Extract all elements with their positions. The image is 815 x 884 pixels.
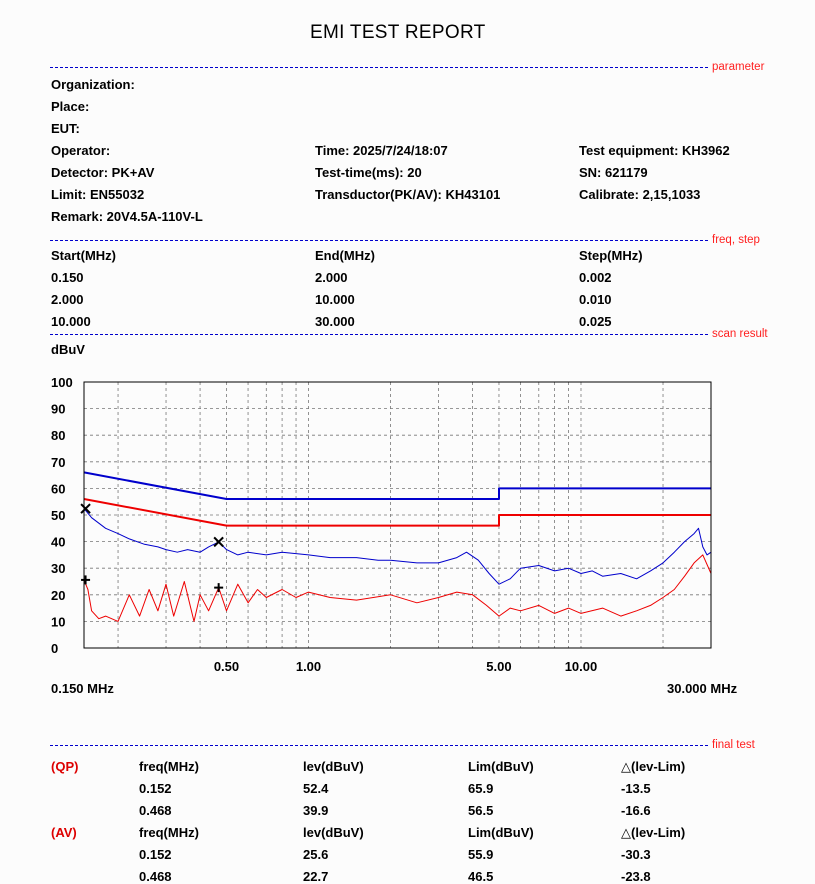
y-tick-label: 0 xyxy=(51,641,58,656)
limit-line xyxy=(83,471,711,500)
detector-label: Detector: PK+AV xyxy=(51,165,155,180)
calibrate-label: Calibrate: 2,15,1033 xyxy=(579,187,701,202)
qp-header-delta: △(lev-Lim) xyxy=(621,759,686,774)
freq-header-end: End(MHz) xyxy=(315,248,375,263)
x-tick-label: 10.00 xyxy=(565,659,598,674)
freq-cell: 0.010 xyxy=(579,292,612,307)
scan-result-section-label: scan result xyxy=(712,328,768,340)
plot-frame xyxy=(83,381,712,649)
av-header-lim: Lim(dBuV) xyxy=(468,825,534,840)
av-tag: (AV) xyxy=(51,825,77,840)
limit-line xyxy=(83,498,711,527)
x-tick-label: 0.50 xyxy=(214,659,239,674)
freq-cell: 30.000 xyxy=(315,314,355,329)
av-header-delta: △(lev-Lim) xyxy=(621,825,686,840)
freq-cell: 2.000 xyxy=(51,292,84,307)
av-cell: 55.9 xyxy=(468,847,494,862)
qp-cell: 52.4 xyxy=(303,781,329,796)
qp-header-lim: Lim(dBuV) xyxy=(468,759,534,774)
freq-cell: 2.000 xyxy=(315,270,348,285)
scan-result-divider xyxy=(50,334,708,335)
operator-label: Operator: xyxy=(51,143,111,158)
x-start-label: 0.150 MHz xyxy=(51,681,114,696)
marker-stroke xyxy=(213,536,224,548)
y-tick-label: 90 xyxy=(51,402,65,417)
qp-cell: 0.468 xyxy=(139,803,172,818)
x-tick-label: 1.00 xyxy=(296,659,321,674)
av-peak-marker xyxy=(81,575,91,585)
av-cell: 0.152 xyxy=(139,847,172,862)
y-tick-label: 70 xyxy=(51,455,65,470)
y-tick-label: 30 xyxy=(51,561,65,576)
av-header-lev: lev(dBuV) xyxy=(303,825,364,840)
y-tick-label: 80 xyxy=(51,428,65,443)
y-axis-unit: dBuV xyxy=(51,342,85,357)
qp-header-freq: freq(MHz) xyxy=(139,759,199,774)
sn-label: SN: 621179 xyxy=(579,165,648,180)
place-label: Place: xyxy=(51,99,90,114)
qp-peak-marker xyxy=(213,536,224,548)
y-tick-label: 100 xyxy=(51,375,73,390)
freq-cell: 0.002 xyxy=(579,270,612,285)
qp-cell: -16.6 xyxy=(621,803,651,818)
av-header-freq: freq(MHz) xyxy=(139,825,199,840)
freq-step-section-label: freq, step xyxy=(712,234,760,246)
av-cell: 25.6 xyxy=(303,847,329,862)
freq-cell: 10.000 xyxy=(315,292,355,307)
freq-cell: 10.000 xyxy=(51,314,91,329)
y-tick-label: 20 xyxy=(51,588,65,603)
transductor-label: Transductor(PK/AV): KH43101 xyxy=(315,187,501,202)
av-cell: -30.3 xyxy=(621,847,651,862)
freq-step-divider xyxy=(50,240,708,241)
measurement-trace xyxy=(83,508,712,585)
organization-label: Organization: xyxy=(51,77,135,92)
measurement-trace xyxy=(83,554,712,622)
final-test-section-label: final test xyxy=(712,739,755,751)
qp-cell: 56.5 xyxy=(468,803,494,818)
freq-header-start: Start(MHz) xyxy=(51,248,116,263)
y-tick-label: 10 xyxy=(51,614,65,629)
qp-header-lev: lev(dBuV) xyxy=(303,759,364,774)
y-tick-label: 60 xyxy=(51,481,65,496)
av-peak-marker xyxy=(214,583,224,593)
freq-header-step: Step(MHz) xyxy=(579,248,643,263)
x-tick-label: 5.00 xyxy=(486,659,511,674)
y-tick-label: 50 xyxy=(51,508,65,523)
y-tick-label: 40 xyxy=(51,535,65,550)
freq-cell: 0.150 xyxy=(51,270,84,285)
parameter-divider xyxy=(50,67,708,68)
qp-cell: 0.152 xyxy=(139,781,172,796)
qp-cell: -13.5 xyxy=(621,781,651,796)
eut-label: EUT: xyxy=(51,121,80,136)
remark-label: Remark: 20V4.5A-110V-L xyxy=(51,209,203,224)
qp-cell: 65.9 xyxy=(468,781,494,796)
x-end-label: 30.000 MHz xyxy=(667,681,738,696)
qp-tag: (QP) xyxy=(51,759,79,774)
report-title: EMI TEST REPORT xyxy=(310,22,486,43)
freq-cell: 0.025 xyxy=(579,314,612,329)
qp-cell: 39.9 xyxy=(303,803,329,818)
parameter-section-label: parameter xyxy=(712,61,765,73)
time-label: Time: 2025/7/24/18:07 xyxy=(315,143,448,158)
test-equipment-label: Test equipment: KH3962 xyxy=(579,143,730,158)
limit-label: Limit: EN55032 xyxy=(51,187,145,202)
marker-stroke xyxy=(80,503,91,514)
qp-peak-marker xyxy=(80,503,91,514)
test-time-label: Test-time(ms): 20 xyxy=(315,165,422,180)
final-test-divider xyxy=(50,745,708,746)
